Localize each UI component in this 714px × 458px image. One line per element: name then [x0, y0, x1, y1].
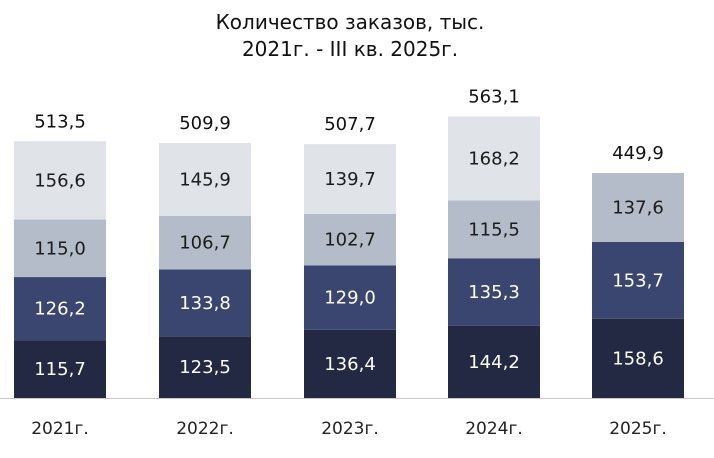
segment-value-label: 139,7 [324, 169, 376, 190]
bar-segment [304, 329, 396, 398]
bar-segment [448, 258, 540, 326]
segment-value-label: 126,2 [34, 299, 86, 320]
segment-value-label: 158,6 [612, 348, 664, 369]
segment-value-label: 136,4 [324, 354, 376, 375]
bar-segment [448, 200, 540, 259]
segment-value-label: 115,7 [34, 359, 86, 380]
bar-segment [304, 213, 396, 266]
segment-value-label: 102,7 [324, 230, 376, 251]
bar-segment [304, 265, 396, 330]
segment-value-label: 144,2 [468, 352, 520, 373]
bar-segment [14, 141, 106, 220]
bar-segment [448, 116, 540, 201]
segment-value-label: 168,2 [468, 148, 520, 169]
total-value-label: 509,9 [179, 113, 231, 134]
category-tick-label: 2023г. [321, 419, 379, 439]
total-value-label: 507,7 [324, 114, 376, 135]
segment-value-label: 137,6 [612, 197, 664, 218]
segment-value-label: 123,5 [179, 357, 231, 378]
bar-segment [592, 173, 684, 242]
segment-value-label: 135,3 [468, 282, 520, 303]
bar-segment [14, 277, 106, 341]
segment-value-label: 153,7 [612, 270, 664, 291]
segment-value-label: 115,5 [468, 219, 520, 240]
segment-value-label: 133,8 [179, 293, 231, 314]
bar-segment [159, 336, 251, 398]
chart-title-line-2: 2021г. - III кв. 2025г. [242, 37, 458, 61]
bar-segment [448, 325, 540, 398]
plot-area: 115,7 126,2 115,0 156,6 513,5 2021г. 123,5 133,… [0, 86, 714, 439]
bar-segment [592, 241, 684, 319]
segment-value-label: 106,7 [179, 233, 231, 254]
bar-segment [159, 269, 251, 337]
chart-title-line-1: Количество заказов, тыс. [216, 10, 485, 34]
segment-value-label: 129,0 [324, 288, 376, 309]
bar-segment [159, 216, 251, 270]
bar-segment [159, 143, 251, 216]
segment-value-label: 156,6 [34, 170, 86, 191]
total-value-label: 449,9 [612, 143, 664, 164]
total-value-label: 563,1 [468, 86, 520, 107]
segment-value-label: 145,9 [179, 170, 231, 191]
total-value-label: 513,5 [34, 111, 86, 132]
bar-segment [592, 318, 684, 398]
category-tick-label: 2022г. [176, 419, 234, 439]
segment-value-label: 115,0 [34, 238, 86, 259]
bar-segment [304, 144, 396, 214]
category-tick-label: 2024г. [465, 419, 523, 439]
category-tick-label: 2021г. [31, 419, 89, 439]
bar-segment [14, 340, 106, 398]
category-tick-label: 2025г. [609, 419, 667, 439]
bar-segment [14, 219, 106, 278]
